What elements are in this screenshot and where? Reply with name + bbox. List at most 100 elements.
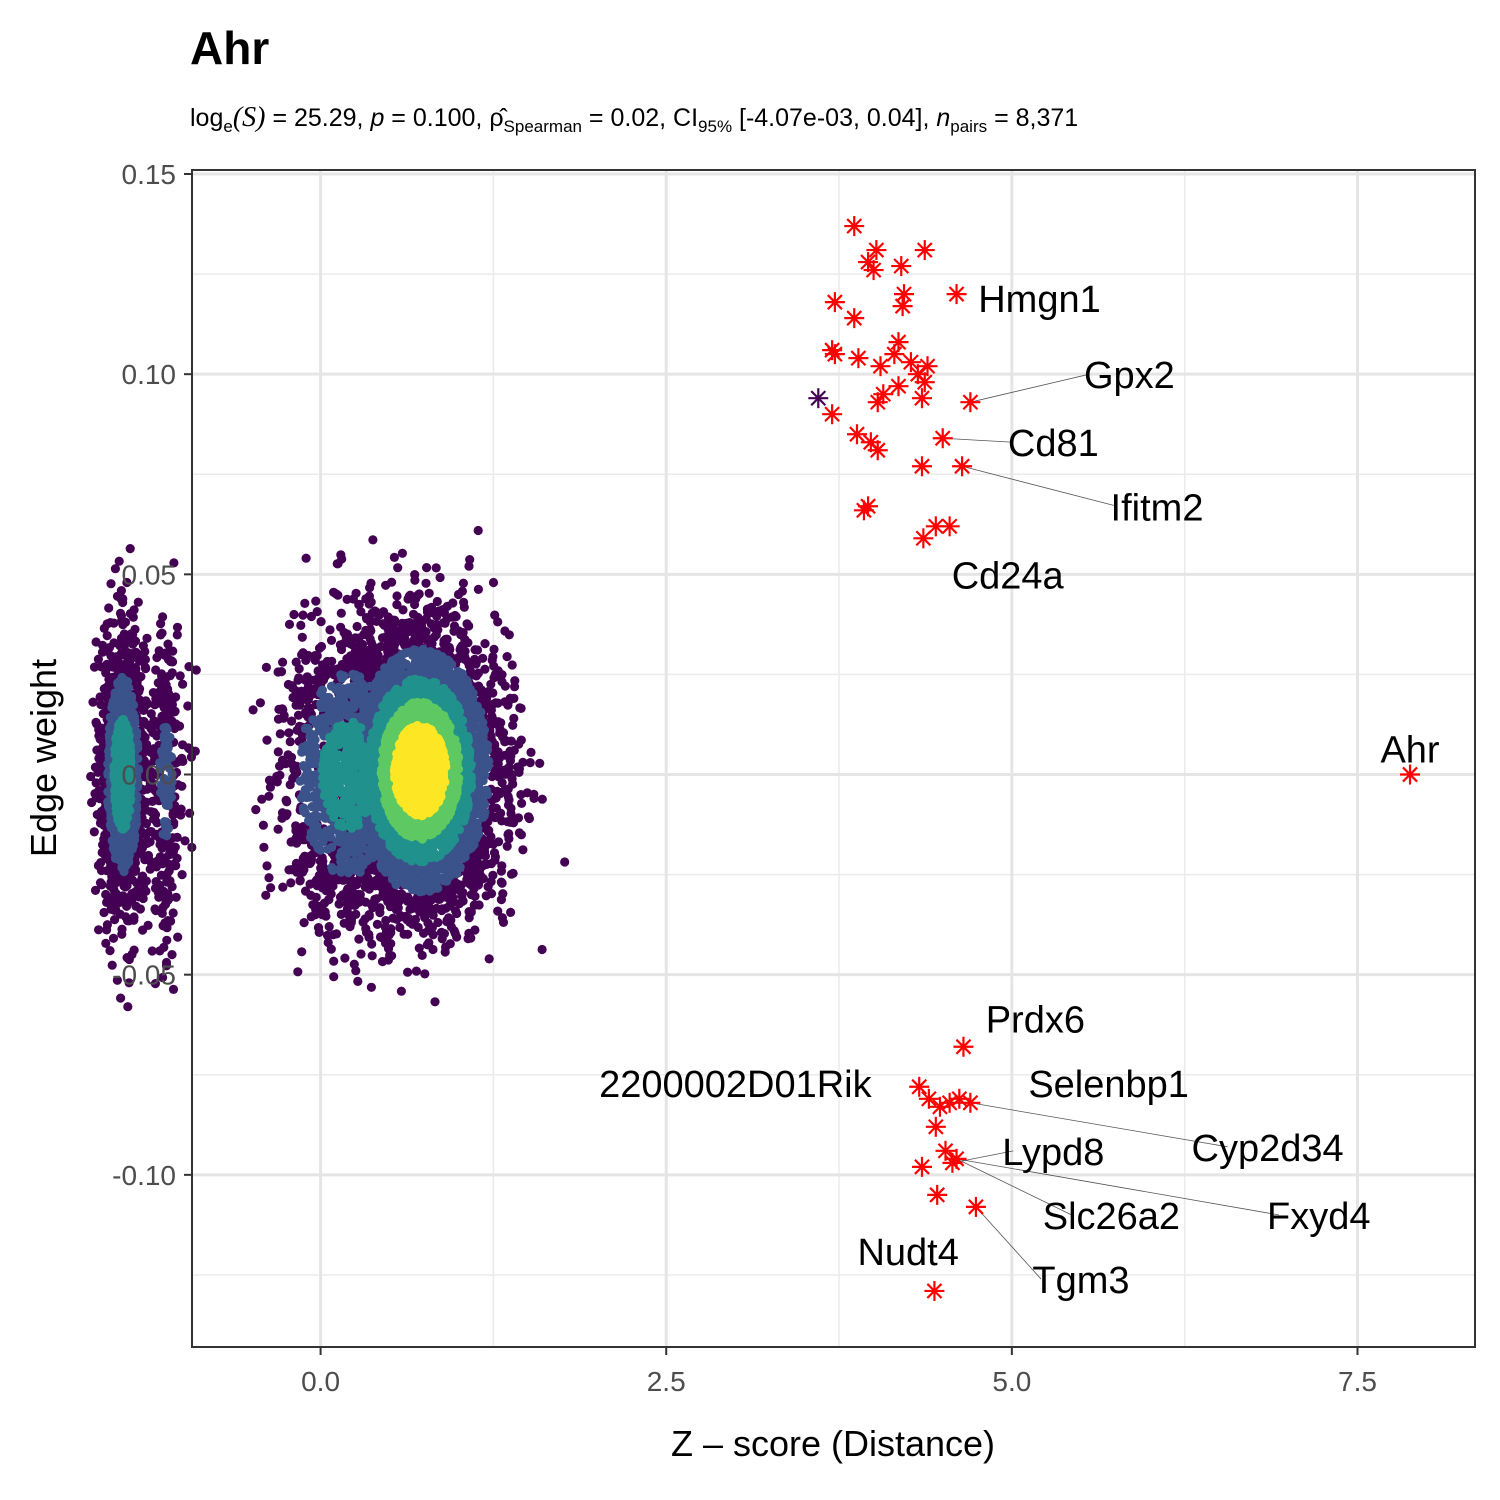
subtitle-rho-sub: Spearman xyxy=(504,117,582,136)
density-point xyxy=(94,925,104,935)
density-point xyxy=(275,770,285,780)
density-point xyxy=(509,682,520,692)
density-point xyxy=(114,556,124,566)
density-point xyxy=(459,602,469,612)
density-point xyxy=(310,742,320,752)
density-point xyxy=(168,908,178,918)
density-point xyxy=(381,580,391,590)
density-point xyxy=(435,572,445,583)
density-point xyxy=(509,713,519,724)
density-point xyxy=(108,933,119,943)
density-point xyxy=(451,906,461,916)
density-point xyxy=(293,675,303,685)
density-point xyxy=(297,632,307,642)
density-point xyxy=(506,907,516,918)
density-point xyxy=(169,558,179,568)
subtitle-stat-value: = 25.29, xyxy=(266,104,371,132)
density-point xyxy=(432,611,442,621)
density-point xyxy=(323,937,333,948)
density-point xyxy=(96,700,106,710)
density-point xyxy=(122,577,132,588)
density-point xyxy=(436,927,447,937)
density-point xyxy=(159,886,169,897)
density-point xyxy=(389,552,399,563)
density-point xyxy=(497,913,507,923)
density-point xyxy=(316,641,327,652)
density-point xyxy=(497,861,507,871)
density-point xyxy=(282,809,292,819)
density-point xyxy=(93,654,103,664)
density-point xyxy=(395,922,405,933)
density-point xyxy=(340,953,350,963)
density-point xyxy=(273,824,283,834)
density-point xyxy=(473,525,483,536)
density-point xyxy=(334,899,344,909)
density-point xyxy=(248,705,258,715)
density-point xyxy=(109,618,119,628)
density-point xyxy=(422,563,432,573)
density-point xyxy=(173,932,183,942)
density-point xyxy=(284,619,295,630)
density-point xyxy=(251,805,261,815)
density-point xyxy=(86,771,96,782)
density-point xyxy=(333,590,343,600)
density-point xyxy=(438,618,448,628)
density-point xyxy=(286,752,297,762)
density-point xyxy=(89,662,100,672)
density-point xyxy=(180,836,190,846)
density-point xyxy=(118,597,128,608)
density-point xyxy=(390,618,400,628)
density-point xyxy=(500,697,510,707)
density-point xyxy=(464,928,474,939)
density-point xyxy=(364,910,374,920)
density-point xyxy=(278,657,288,667)
density-point xyxy=(171,892,181,902)
density-point xyxy=(464,561,474,571)
density-point xyxy=(403,929,413,939)
density-point xyxy=(352,621,362,632)
density-point xyxy=(262,861,272,871)
density-point xyxy=(275,729,285,739)
density-point xyxy=(458,578,468,588)
density-point xyxy=(367,951,377,961)
density-point xyxy=(296,620,306,631)
density-point xyxy=(354,600,364,610)
density-point xyxy=(396,986,406,996)
density-point xyxy=(150,979,160,989)
density-point xyxy=(381,915,391,926)
subtitle-n-symbol: n xyxy=(936,104,950,132)
density-point xyxy=(163,639,173,649)
density-point xyxy=(421,578,431,588)
density-point xyxy=(365,583,375,593)
density-point xyxy=(285,737,295,747)
density-point xyxy=(358,649,368,659)
density-point xyxy=(392,591,402,601)
density-point xyxy=(125,544,135,554)
density-point xyxy=(495,728,505,738)
density-point xyxy=(403,967,413,977)
density-point xyxy=(163,654,173,665)
density-point xyxy=(336,622,346,632)
density-point xyxy=(420,969,430,979)
density-point xyxy=(393,563,403,573)
density-point xyxy=(162,869,172,879)
density-point xyxy=(500,626,510,636)
density-point xyxy=(348,594,358,604)
density-point xyxy=(160,853,170,863)
density-point xyxy=(473,584,483,595)
density-point xyxy=(493,617,503,627)
density-point xyxy=(484,954,494,964)
density-point xyxy=(104,603,114,613)
density-point xyxy=(345,638,355,649)
density-point xyxy=(470,645,480,655)
density-point xyxy=(329,972,339,982)
subtitle-ci-sub: 95% xyxy=(698,117,732,136)
density-point xyxy=(324,922,334,932)
density-point xyxy=(320,907,330,917)
density-point xyxy=(498,889,508,899)
density-point xyxy=(488,577,499,588)
density-point xyxy=(143,920,153,931)
density-point xyxy=(410,914,421,925)
density-point xyxy=(147,796,157,807)
